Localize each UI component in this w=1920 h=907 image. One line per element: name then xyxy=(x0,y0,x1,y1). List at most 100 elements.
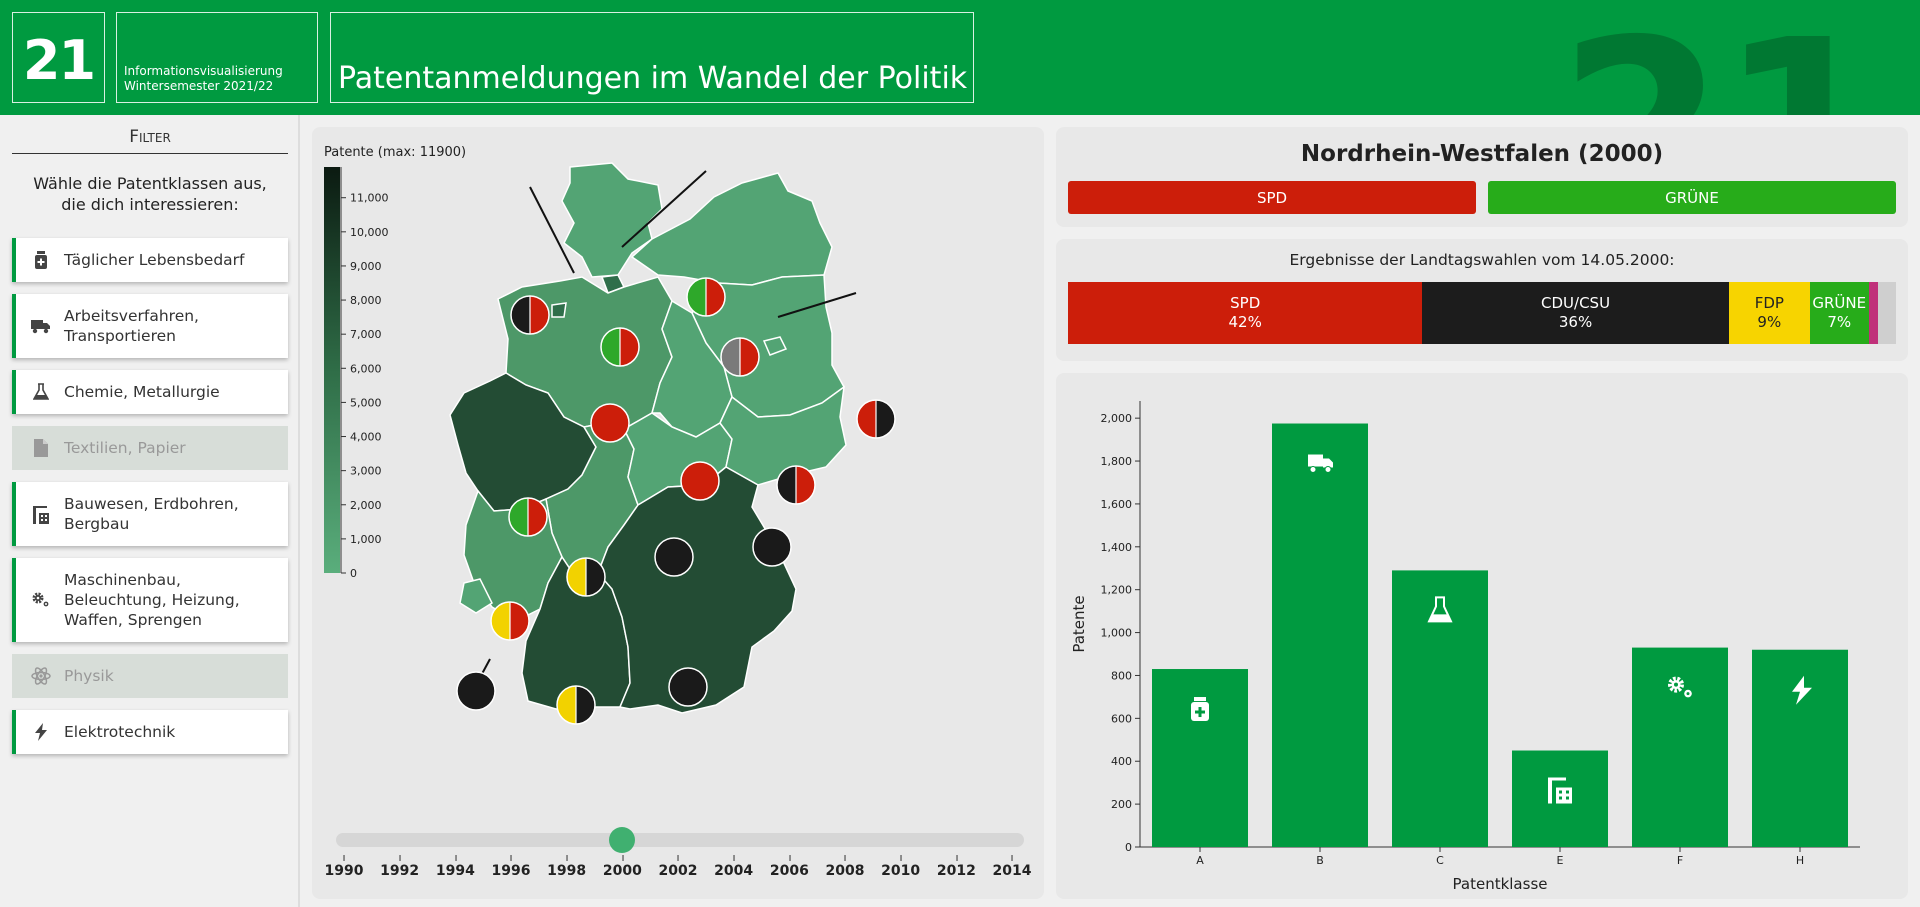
filter-item-bauwesen[interactable]: Bauwesen, Erdbohren, Bergbau xyxy=(12,482,288,546)
election-segment-other-4[interactable] xyxy=(1868,282,1878,344)
pie-rheinland-pfalz[interactable] xyxy=(490,601,530,641)
state-bremen[interactable] xyxy=(551,302,567,318)
election-segment-grne[interactable]: GRÜNE 7% xyxy=(1809,282,1869,344)
gears-icon xyxy=(1668,676,1692,698)
gov-party-spd: SPD xyxy=(1068,181,1476,214)
pie-sachsen[interactable] xyxy=(752,527,792,567)
course-name: Informationsvisualisierung xyxy=(124,64,283,78)
semester: Wintersemester 2021/22 xyxy=(124,79,274,93)
pie-bayern[interactable] xyxy=(668,667,708,707)
pie-nordrhein-westfalen[interactable] xyxy=(508,497,548,537)
page-title: Patentanmeldungen im Wandel der Politik xyxy=(338,61,968,96)
year-tick-2000[interactable]: 2000 xyxy=(602,855,642,879)
patent-bar-chart-panel: 0 200 400 600 800 1,000 1,200 1,400 1,600 1,800 2,… xyxy=(1056,373,1908,899)
bar-F[interactable] xyxy=(1632,647,1728,847)
election-party-percent: 36% xyxy=(1558,313,1593,331)
year-tick-1990[interactable]: 1990 xyxy=(324,855,364,879)
year-axis: 1990 1992 1994 1996 1998 2000 2002 2004 2006 2008… xyxy=(312,855,1044,893)
y-tick-label: 2,000 xyxy=(1101,412,1133,425)
year-tick-2002[interactable]: 2002 xyxy=(658,855,698,879)
pie-hamburg[interactable] xyxy=(510,295,550,335)
election-panel: Ergebnisse der Landtagswahlen vom 14.05.… xyxy=(1056,239,1908,361)
pie-thueringen[interactable] xyxy=(654,537,694,577)
x-tick-label: H xyxy=(1796,854,1804,867)
y-tick-label: 800 xyxy=(1111,669,1132,682)
year-tick-1996[interactable]: 1996 xyxy=(491,855,531,879)
gov-party-gruene: GRÜNE xyxy=(1488,181,1896,214)
bar-C[interactable] xyxy=(1392,570,1488,847)
pie-niedersachsen[interactable] xyxy=(590,403,630,443)
year-tick-2012[interactable]: 2012 xyxy=(936,855,976,879)
state-schleswig-holstein[interactable] xyxy=(561,162,663,278)
filter-item-label: Arbeitsverfahren, Transportieren xyxy=(64,307,199,345)
year-tick-2008[interactable]: 2008 xyxy=(825,855,865,879)
pie-baden-wuerttemberg[interactable] xyxy=(556,685,596,725)
year-tick-1994[interactable]: 1994 xyxy=(435,855,475,879)
project-number: 21 xyxy=(22,29,96,92)
filter-subtitle: Wähle die Patentklassen aus, die dich in… xyxy=(12,173,288,215)
state-berlin[interactable] xyxy=(762,336,788,356)
legend-tick-label: 0 xyxy=(350,567,357,580)
bar-H[interactable] xyxy=(1752,649,1848,847)
year-tick-1998[interactable]: 1998 xyxy=(547,855,587,879)
year-tick-2004[interactable]: 2004 xyxy=(714,855,754,879)
year-tick-1992[interactable]: 1992 xyxy=(380,855,420,879)
filter-item-maschinenbau[interactable]: Maschinenbau, Beleuchtung, Heizung, Waff… xyxy=(12,558,288,642)
connector-hamburg xyxy=(529,186,575,274)
pie-mv-link[interactable] xyxy=(686,277,726,317)
filter-item-taeglicher-lebensbedarf[interactable]: Täglicher Lebensbedarf xyxy=(12,238,288,282)
legend-tick-label: 10,000 xyxy=(350,226,389,239)
year-tick-2014[interactable]: 2014 xyxy=(992,855,1032,879)
election-party-name: GRÜNE xyxy=(1812,294,1867,312)
bar-B[interactable] xyxy=(1272,423,1368,847)
pie-sachsen-anhalt[interactable] xyxy=(680,461,720,501)
year-tick-2006[interactable]: 2006 xyxy=(769,855,809,879)
y-tick-label: 600 xyxy=(1111,712,1132,725)
filter-item-arbeitsverfahren[interactable]: Arbeitsverfahren, Transportieren xyxy=(12,294,288,358)
pie-berlin[interactable] xyxy=(856,399,896,439)
year-slider-track[interactable] xyxy=(336,833,1024,847)
gov-party-label: SPD xyxy=(1256,188,1288,207)
pie-saarland[interactable] xyxy=(456,671,496,711)
election-segment-fdp[interactable]: FDP 9% xyxy=(1728,282,1810,344)
state-mecklenburg-vorpommern[interactable] xyxy=(630,172,833,286)
year-slider-thumb[interactable] xyxy=(609,827,636,853)
y-axis-label: Patente xyxy=(1070,595,1088,652)
y-tick-label: 1,800 xyxy=(1101,455,1133,468)
bar-A[interactable] xyxy=(1152,669,1248,847)
election-party-name: FDP xyxy=(1754,294,1784,312)
construction-crane-icon xyxy=(30,503,52,525)
election-segment-other-5[interactable] xyxy=(1877,282,1896,344)
truck-icon xyxy=(1308,454,1333,474)
x-tick-label: F xyxy=(1677,854,1683,867)
y-tick-label: 0 xyxy=(1125,841,1132,854)
election-segment-cducsu[interactable]: CDU/CSU 36% xyxy=(1422,282,1729,344)
legend-tick-label: 5,000 xyxy=(350,396,382,409)
gov-party-label: GRÜNE xyxy=(1665,188,1719,207)
flask-icon xyxy=(30,381,52,403)
map-panel: Patente (max: 11900) 11,000 10,000 9,000 8,… xyxy=(312,127,1044,899)
pie-hessen[interactable] xyxy=(566,557,606,597)
election-party-name: SPD xyxy=(1230,294,1261,312)
filter-item-label: Chemie, Metallurgie xyxy=(64,383,220,401)
pie-brandenburg[interactable] xyxy=(776,465,816,505)
pie-schleswig-holstein[interactable] xyxy=(600,327,640,367)
state-bayern[interactable] xyxy=(597,466,797,714)
pie-mecklenburg-vorpommern[interactable] xyxy=(720,337,760,377)
lightning-icon xyxy=(30,721,52,743)
filter-item-physik[interactable]: Physik xyxy=(12,654,288,698)
year-tick-2010[interactable]: 2010 xyxy=(881,855,921,879)
atom-icon xyxy=(30,665,52,687)
filter-item-chemie[interactable]: Chemie, Metallurgie xyxy=(12,370,288,414)
state-saarland[interactable] xyxy=(459,578,493,614)
filter-item-elektrotechnik[interactable]: Elektrotechnik xyxy=(12,710,288,754)
filter-item-label: Textilien, Papier xyxy=(64,439,186,457)
lightning-icon xyxy=(1792,675,1812,705)
connector-mv-line xyxy=(621,170,707,248)
legend-tick-label: 7,000 xyxy=(350,328,382,341)
y-tick-label: 1,400 xyxy=(1101,541,1133,554)
title-box: Patentanmeldungen im Wandel der Politik xyxy=(330,12,974,103)
election-segment-spd[interactable]: SPD 42% xyxy=(1068,282,1423,344)
election-party-percent: 9% xyxy=(1757,313,1782,331)
filter-item-textilien[interactable]: Textilien, Papier xyxy=(12,426,288,470)
